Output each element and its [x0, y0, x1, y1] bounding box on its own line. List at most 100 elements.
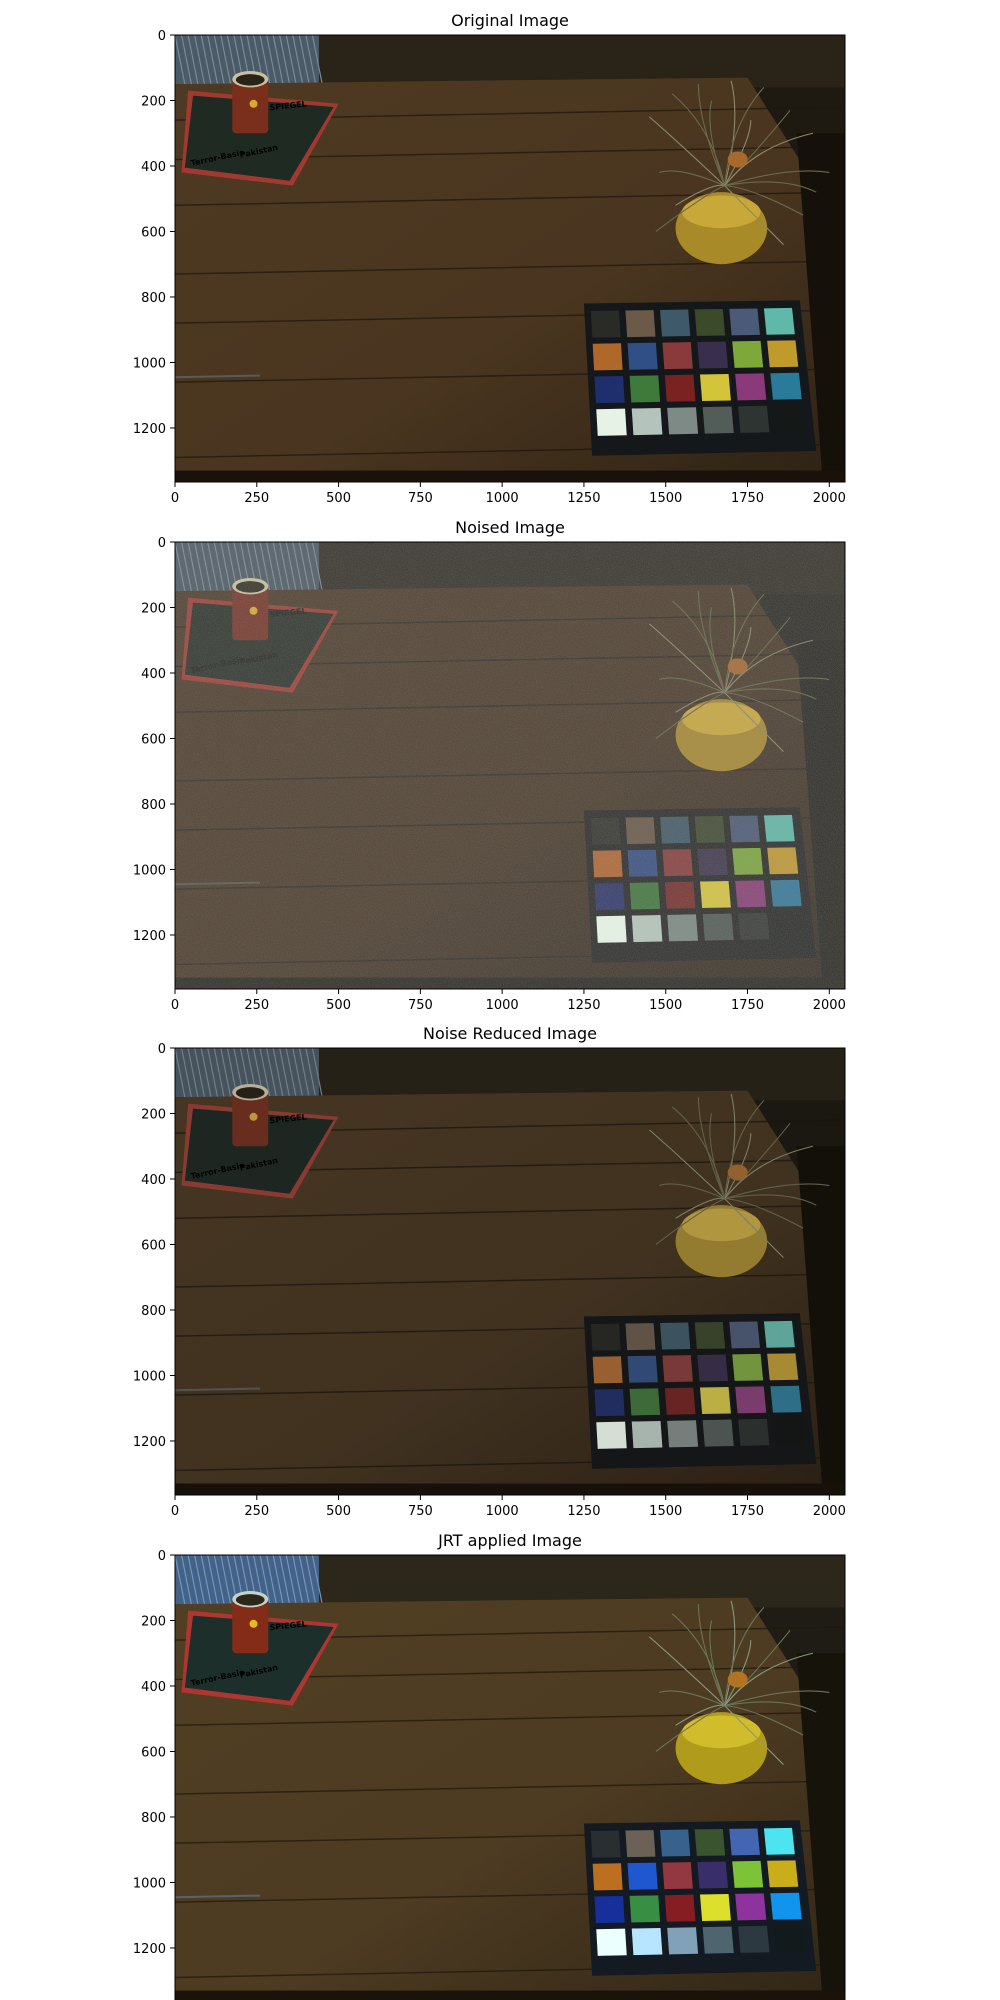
x-tick-label: 1500	[649, 998, 682, 1013]
checker-patch	[629, 375, 661, 403]
panel-title: JRT applied Image	[437, 1531, 582, 1550]
checker-patch	[735, 1386, 767, 1414]
checker-patch	[767, 847, 799, 875]
magazine-title: SPIEGEL	[269, 606, 307, 619]
x-tick-label: 1750	[731, 998, 764, 1013]
checker-patch	[667, 1420, 699, 1448]
checker-patch	[702, 406, 734, 434]
y-tick-label: 200	[141, 94, 166, 109]
checker-patch	[667, 1927, 699, 1955]
checker-patch	[627, 342, 658, 370]
checker-patch	[594, 1388, 625, 1417]
pen	[175, 374, 261, 379]
y-tick-label: 800	[141, 1304, 166, 1319]
checker-patch	[625, 1830, 656, 1858]
checker-patch	[625, 310, 656, 338]
x-tick-label: 1000	[486, 1504, 519, 1519]
x-tick-label: 250	[244, 1504, 269, 1519]
axes-frame	[174, 34, 846, 483]
checker-patch	[627, 849, 658, 877]
checker-patch	[662, 342, 693, 370]
checker-patch	[694, 1828, 726, 1856]
y-tick-label: 400	[141, 1173, 166, 1188]
x-tick-label: 1500	[649, 1504, 682, 1519]
y-tick-label: 0	[158, 1042, 166, 1057]
y-tick-label: 200	[141, 601, 166, 616]
x-tick-label: 1750	[731, 1504, 764, 1519]
x-tick-label: 1250	[567, 1504, 600, 1519]
y-tick-label: 200	[141, 1614, 166, 1629]
x-tick-label: 1750	[731, 491, 764, 506]
checker-patch	[697, 341, 729, 369]
checker-patch	[594, 882, 625, 911]
checker-patch	[702, 1419, 734, 1447]
y-tick-label: 0	[158, 1549, 166, 1564]
checker-patch	[664, 1894, 696, 1922]
checker-patch	[702, 1926, 734, 1954]
checker-patch	[729, 815, 760, 843]
y-tick-label: 200	[141, 1107, 166, 1122]
x-tick-label: 2000	[813, 491, 846, 506]
checker-patch	[770, 372, 802, 400]
x-tick-label: 0	[171, 998, 179, 1013]
checker-patch	[729, 1828, 760, 1856]
checker-patch	[627, 1862, 658, 1890]
checker-patch	[773, 1418, 806, 1446]
checker-patch	[763, 307, 795, 335]
checker-patch	[590, 310, 621, 338]
checker-patch	[738, 1925, 770, 1953]
color-checker	[583, 1820, 817, 1976]
checker-patch	[625, 1323, 656, 1351]
checker-patch	[664, 374, 696, 402]
potted-plant	[649, 80, 830, 265]
x-tick-label: 1250	[567, 491, 600, 506]
mug	[232, 1591, 269, 1654]
checker-patch	[773, 405, 806, 433]
checker-patch	[694, 308, 726, 336]
magazine-title: SPIEGEL	[269, 1112, 307, 1125]
checker-patch	[697, 848, 729, 876]
axes-frame	[174, 1047, 846, 1496]
checker-patch	[767, 1860, 799, 1888]
checker-patch	[729, 308, 760, 336]
y-tick-label: 400	[141, 1680, 166, 1695]
checker-patch	[594, 1895, 625, 1924]
y-tick-label: 1000	[133, 1876, 166, 1891]
checker-patch	[592, 850, 623, 878]
checker-patch	[770, 1892, 802, 1920]
x-tick-label: 1500	[649, 491, 682, 506]
axes-frame	[174, 541, 846, 990]
checker-patch	[697, 1861, 729, 1889]
x-tick-label: 1000	[486, 998, 519, 1013]
checker-patch	[596, 915, 627, 943]
plank-line	[175, 1273, 845, 1288]
checker-patch	[735, 373, 767, 401]
y-tick-label: 0	[158, 536, 166, 551]
y-tick-label: 600	[141, 1238, 166, 1253]
checker-patch	[763, 814, 795, 842]
x-tick-label: 1000	[486, 491, 519, 506]
checker-patch	[773, 1925, 806, 1953]
checker-patch	[699, 881, 731, 909]
checker-patch	[763, 1827, 795, 1855]
shadow-edge	[796, 1146, 845, 1495]
y-tick-label: 1000	[133, 863, 166, 878]
checker-patch	[592, 1863, 623, 1891]
checker-patch	[627, 1355, 658, 1383]
checker-patch	[660, 1322, 691, 1350]
checker-patch	[732, 1860, 764, 1888]
y-tick-label: 400	[141, 160, 166, 175]
x-tick-label: 1250	[567, 998, 600, 1013]
checker-patch	[694, 1321, 726, 1349]
checker-patch	[699, 374, 731, 402]
magazine-title: SPIEGEL	[269, 99, 307, 112]
checker-patch	[660, 816, 691, 844]
mug	[232, 578, 269, 641]
checker-patch	[699, 1894, 731, 1922]
checker-patch	[590, 817, 621, 845]
